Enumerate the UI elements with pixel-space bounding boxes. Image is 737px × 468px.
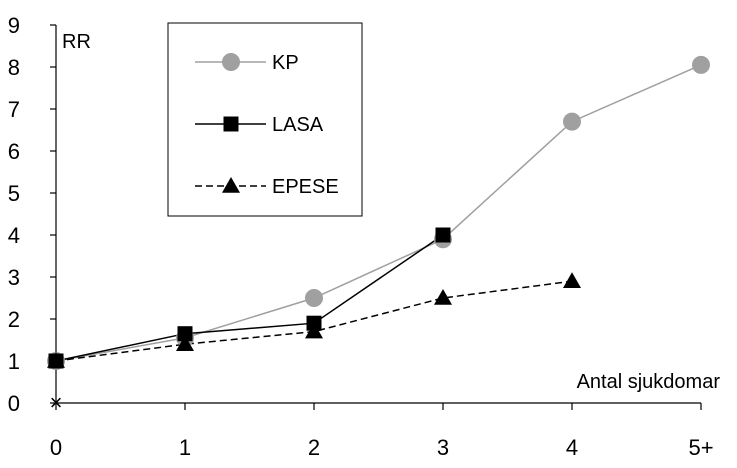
- legend-label-epese: EPESE: [272, 176, 339, 198]
- data-point-lasa: [435, 227, 451, 243]
- y-tick-label: 5: [8, 181, 20, 206]
- data-point-epese: [47, 352, 65, 368]
- y-tick-label: 3: [8, 265, 20, 290]
- y-tick-label: 9: [8, 13, 20, 38]
- data-point-kp: [692, 55, 710, 74]
- x-tick-label: 1: [179, 435, 191, 460]
- y-tick-label: 0: [8, 391, 20, 416]
- y-tick-label: 6: [8, 139, 20, 164]
- x-axis-label: Antal sjukdomar: [577, 371, 721, 393]
- legend-marker-kp: [222, 53, 240, 71]
- y-axis-label: RR: [62, 31, 91, 53]
- origin-marker: ×: [50, 390, 63, 415]
- legend-label-kp: KP: [272, 52, 299, 74]
- y-tick-label: 4: [8, 223, 20, 248]
- data-point-epese: [305, 322, 323, 339]
- y-tick-label: 8: [8, 55, 20, 80]
- data-point-epese: [563, 272, 581, 288]
- axes: 0 1 2 3 4 5 6 7 8 9 0 1 2 3 4 5+ ×: [8, 13, 714, 460]
- data-point-kp: [563, 112, 581, 131]
- legend-marker-lasa: [223, 116, 239, 132]
- x-tick-label: 2: [308, 435, 320, 460]
- legend-marker-epese: [222, 177, 240, 193]
- y-tick-label: 7: [8, 97, 20, 122]
- x-tick-label: 5+: [688, 435, 713, 460]
- series-line-lasa: [55, 234, 444, 362]
- data-point-epese: [434, 289, 452, 305]
- legend-box: [167, 22, 363, 217]
- series-line-kp: [55, 64, 702, 362]
- data-point-lasa: [177, 326, 193, 342]
- data-point-kp: [305, 289, 323, 307]
- x-tick-label: 3: [437, 435, 449, 460]
- legend: KP LASA EPESE: [167, 22, 363, 217]
- legend-label-lasa: LASA: [272, 114, 324, 136]
- x-tick-label: 0: [50, 435, 62, 460]
- y-tick-label: 2: [8, 307, 20, 332]
- data-point-epese: [176, 335, 194, 351]
- y-tick-label: 1: [8, 349, 20, 374]
- x-tick-label: 4: [566, 435, 578, 460]
- series-layer: [47, 55, 710, 370]
